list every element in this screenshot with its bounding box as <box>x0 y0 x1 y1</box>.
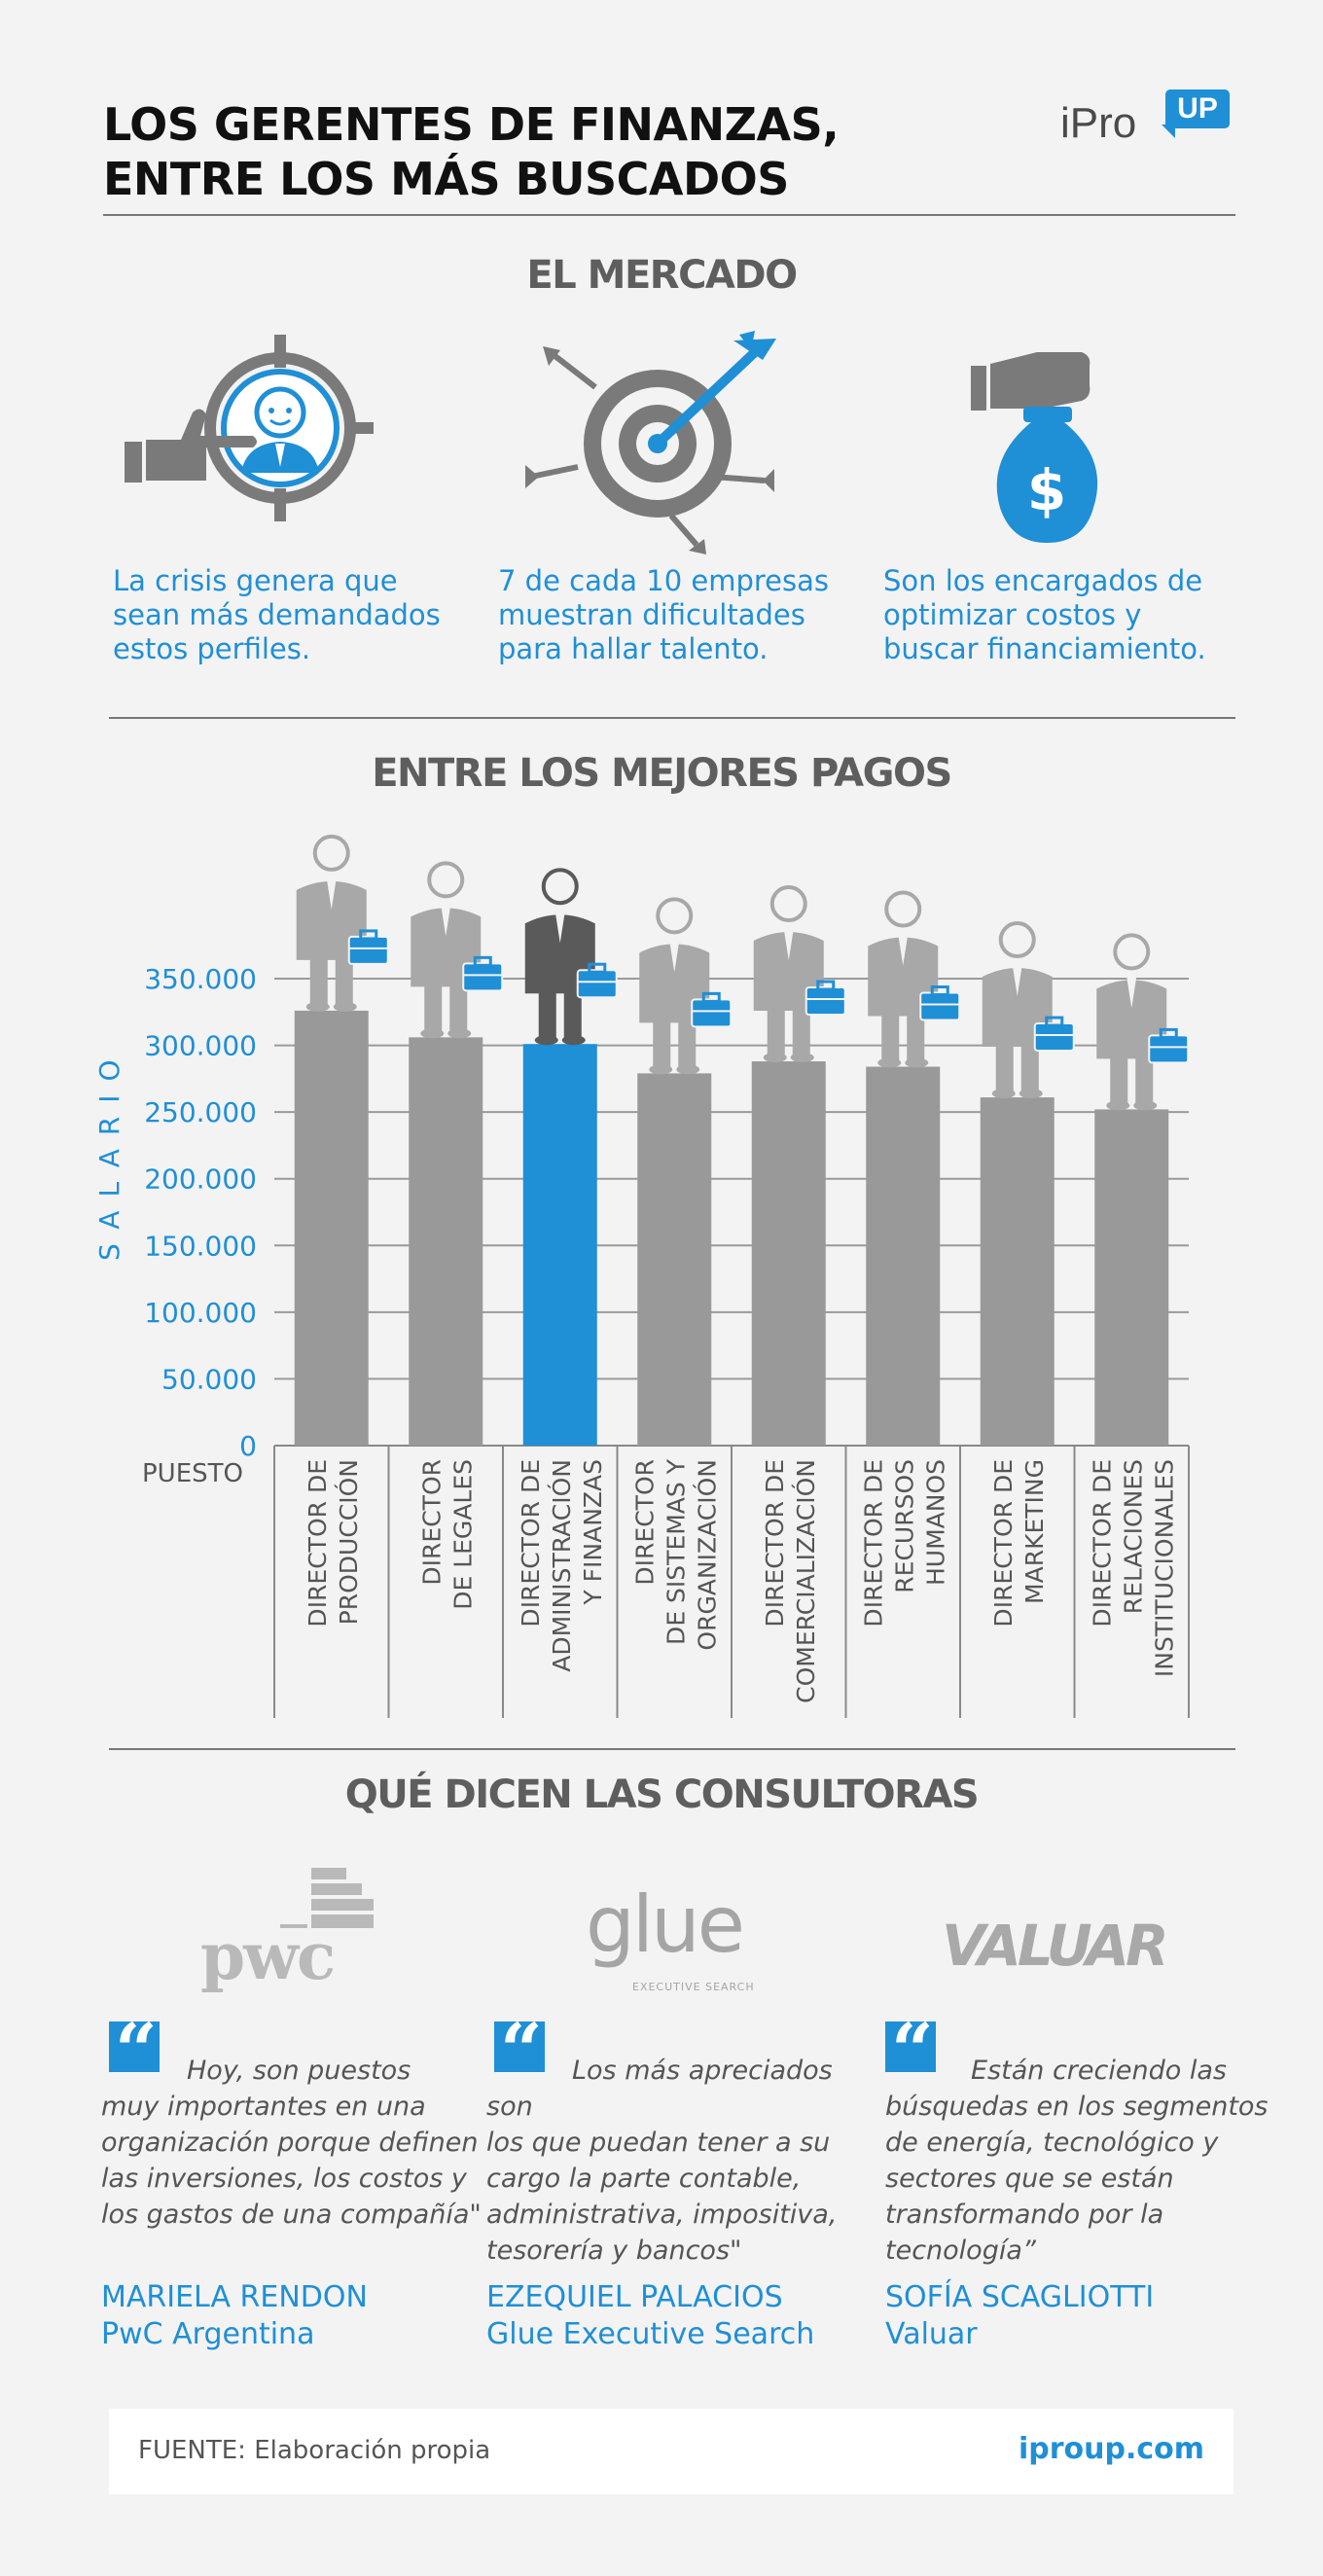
category-label: DIRECTOR DE <box>761 1459 789 1628</box>
iproup-logo: iPro UP <box>1060 86 1235 154</box>
quote-3-author: SOFÍA SCAGLIOTTI Valuar <box>885 2280 1155 2351</box>
quote-icon: “ <box>494 2014 545 2088</box>
businessman-icon <box>411 861 504 1039</box>
y-tick-label: 250.000 <box>144 1096 257 1128</box>
valuar-logo: VALUAR <box>942 1913 1169 1979</box>
quote-icon: “ <box>109 2014 160 2088</box>
quote-3: Están creciendo las búsquedas en los seg… <box>885 2056 1269 2266</box>
y-tick-label: 100.000 <box>144 1297 257 1329</box>
footer-url-link[interactable]: iproup.com <box>1018 2432 1204 2466</box>
quote-2-author: EZEQUIEL PALACIOS Glue Executive Search <box>486 2280 815 2351</box>
chart-section-title: ENTRE LOS MEJORES PAGOS <box>372 751 952 796</box>
header-divider <box>103 214 1235 216</box>
quote-2: Los más apreciados son los que puedan te… <box>486 2056 838 2266</box>
businessman-icon <box>982 921 1075 1099</box>
bar <box>637 1073 712 1446</box>
glue-logo: glue EXECUTIVE SEARCH <box>586 1879 755 1993</box>
businessman-icon <box>296 834 389 1012</box>
category-label: MARKETING <box>1020 1459 1049 1604</box>
market-text-1: La crisis genera que sean más demandados… <box>113 564 441 665</box>
hand-money-bag-icon: $ <box>971 352 1098 543</box>
quote-1-author: MARIELA RENDON PwC Argentina <box>101 2280 368 2351</box>
y-tick-label: 150.000 <box>144 1230 257 1262</box>
bar <box>294 1010 369 1446</box>
y-tick-label: 50.000 <box>161 1363 257 1395</box>
category-label: ADMINISTRACIÓN <box>547 1459 576 1672</box>
salary-bar-chart: 0 50.000 100.000 150.000 200.000 250.000 300.0… <box>144 834 1190 1718</box>
category-label: HUMANOS <box>921 1459 949 1586</box>
category-label: DE SISTEMAS Y <box>662 1458 690 1645</box>
market-section-title: EL MERCADO <box>526 253 798 298</box>
businessman-icon <box>868 890 961 1068</box>
bar <box>980 1097 1055 1446</box>
businessman-icon <box>639 897 733 1075</box>
y-tick-label: 300.000 <box>144 1030 257 1062</box>
category-label: PRODUCCIÓN <box>334 1459 363 1625</box>
y-tick-label: 0 <box>239 1430 257 1462</box>
bar <box>522 1044 597 1446</box>
category-label: Y FINANZAS <box>579 1459 607 1606</box>
category-label: INSTITUCIONALES <box>1150 1459 1178 1677</box>
bar <box>751 1061 826 1446</box>
logo-text: iPro <box>1060 99 1137 147</box>
y-tick-label: 200.000 <box>144 1163 257 1196</box>
businessman-icon <box>524 868 618 1046</box>
businessman-icon <box>1096 933 1190 1111</box>
dartboard-arrows-icon <box>525 331 776 555</box>
category-label: ORGANIZACIÓN <box>692 1459 721 1651</box>
category-label: DIRECTOR DE <box>304 1459 332 1628</box>
consultoras-section-title: QUÉ DICEN LAS CONSULTORAS <box>344 1772 980 1817</box>
chart-xlabel: PUESTO <box>142 1459 243 1488</box>
pwc-blocks-icon <box>280 1868 374 1928</box>
category-label: RELACIONES <box>1119 1459 1147 1614</box>
pwc-logo: pwc <box>195 1860 389 1996</box>
pointing-hand-target-person-icon <box>125 335 374 521</box>
category-label: COMERCIALIZACIÓN <box>791 1459 820 1703</box>
bar <box>866 1066 941 1446</box>
logo-badge: UP <box>1165 89 1230 128</box>
bar <box>409 1037 483 1446</box>
quote-1: Hoy, son puestos muy importantes en una … <box>101 2056 482 2230</box>
businessman-icon <box>753 885 846 1063</box>
market-divider <box>109 717 1235 719</box>
category-label: DIRECTOR DE <box>517 1459 545 1628</box>
page-title: LOS GERENTES DE FINANZAS, ENTRE LOS MÁS … <box>103 98 840 205</box>
category-label: DIRECTOR <box>417 1459 446 1586</box>
market-text-3: Son los encargados de optimizar costos y… <box>883 564 1206 665</box>
bar <box>1094 1109 1169 1446</box>
category-label: RECURSOS <box>890 1459 918 1593</box>
category-label: DE LEGALES <box>448 1459 477 1610</box>
category-label: DIRECTOR <box>630 1459 659 1586</box>
dollar-sign-icon: $ <box>1027 457 1066 523</box>
market-text-2: 7 de cada 10 empresas muestran dificulta… <box>498 564 829 665</box>
y-tick-label: 350.000 <box>144 963 257 995</box>
footer: FUENTE: Elaboración propia iproup.com <box>109 2409 1234 2494</box>
category-label: DIRECTOR DE <box>1088 1459 1116 1628</box>
category-label: DIRECTOR DE <box>989 1459 1018 1628</box>
category-label: DIRECTOR DE <box>859 1459 887 1628</box>
quote-icon: “ <box>885 2014 936 2088</box>
footer-source: FUENTE: Elaboración propia <box>138 2436 491 2465</box>
chart-divider <box>109 1748 1235 1750</box>
